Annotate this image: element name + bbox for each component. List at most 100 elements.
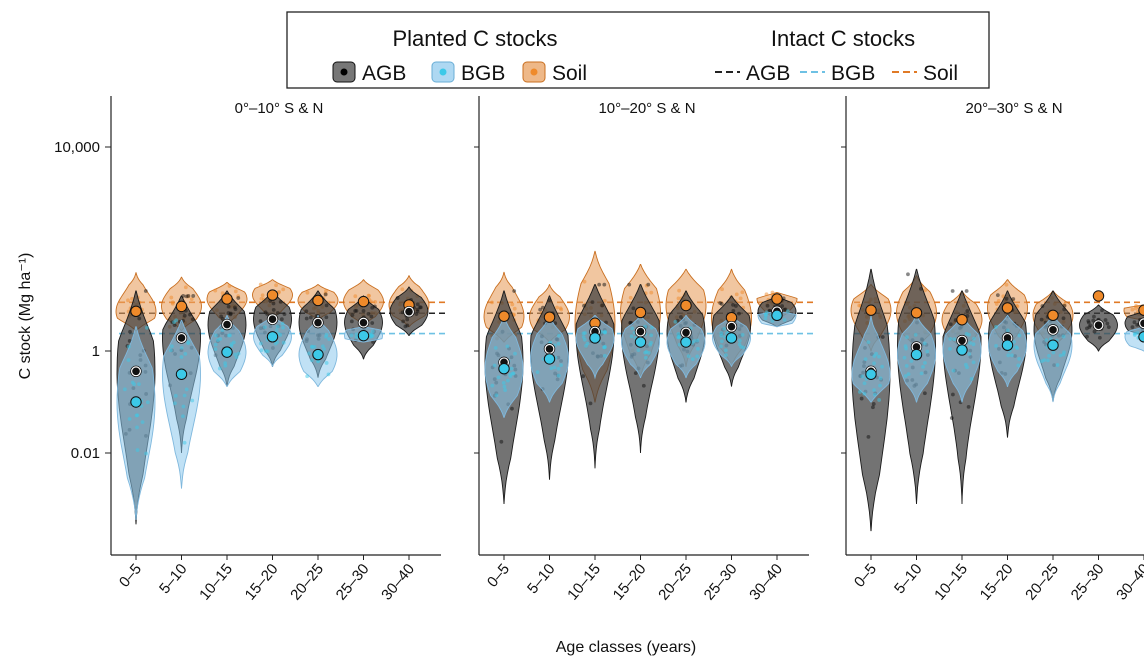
soil-raw-point: [130, 296, 134, 301]
bgb-raw-point: [511, 371, 516, 376]
bgb-raw-point: [585, 341, 590, 346]
bgb-raw-point: [552, 365, 557, 370]
agb-raw-point: [415, 302, 420, 307]
agb-raw-point: [282, 312, 287, 316]
agb-mean-point-ring: [267, 314, 278, 325]
agb-raw-point: [949, 416, 954, 420]
legend-intact-soil-label: Soil: [923, 62, 958, 85]
bgb-raw-point: [233, 352, 238, 357]
bgb-raw-point: [860, 374, 865, 379]
bgb-raw-point: [764, 310, 769, 315]
bgb-raw-point: [905, 335, 909, 340]
agb-raw-point: [1061, 316, 1066, 321]
agb-raw-point: [219, 314, 224, 319]
agb-raw-point: [859, 396, 864, 401]
bgb-raw-point: [921, 364, 925, 369]
age-class-group: 0–5: [483, 271, 525, 591]
soil-mean-point: [357, 295, 370, 308]
agb-raw-point: [866, 434, 871, 439]
bgb-raw-point: [1062, 350, 1066, 355]
bgb-mean-point: [634, 336, 647, 348]
bgb-violin: [162, 319, 201, 489]
bgb-raw-point: [737, 342, 742, 347]
bgb-raw-point: [673, 319, 678, 324]
bgb-raw-point: [174, 318, 179, 323]
soil-raw-point: [400, 287, 405, 292]
agb-raw-point: [582, 303, 586, 308]
soil-mean-point: [498, 310, 510, 322]
bgb-raw-point: [126, 344, 131, 349]
agb-mean-point-ring: [176, 332, 187, 343]
soil-raw-point: [512, 306, 517, 311]
bgb-raw-point: [952, 337, 957, 342]
agb-mean-point-ring: [680, 327, 691, 338]
bgb-raw-point: [719, 339, 724, 344]
bgb-mean-point: [725, 332, 738, 344]
bgb-mean-point: [357, 329, 370, 342]
soil-raw-point: [677, 288, 682, 293]
bgb-raw-point: [140, 420, 145, 425]
agb-raw-point: [304, 309, 309, 314]
bgb-raw-point: [602, 353, 607, 358]
x-tick-label: 20–25: [287, 561, 327, 604]
agb-raw-point: [370, 321, 375, 325]
soil-mean-point: [680, 299, 692, 312]
bgb-raw-point: [173, 401, 177, 406]
agb-raw-point: [547, 298, 552, 303]
bgb-raw-point: [971, 342, 976, 347]
bgb-raw-point: [190, 398, 195, 403]
agb-mean-point-ring: [635, 326, 646, 337]
bgb-raw-point: [581, 331, 586, 336]
bgb-raw-point: [354, 335, 359, 340]
bgb-raw-point: [909, 359, 914, 363]
soil-raw-point: [555, 305, 559, 310]
agb-raw-point: [275, 311, 280, 315]
bgb-raw-point: [236, 351, 241, 356]
bgb-raw-point: [872, 388, 877, 392]
legend-planted-soil: Soil: [522, 61, 587, 85]
agb-raw-point: [1092, 314, 1096, 319]
bgb-raw-point: [327, 337, 331, 341]
age-class-group: 15–20: [242, 279, 293, 604]
bgb-raw-point: [872, 361, 877, 366]
bgb-raw-point: [223, 361, 228, 365]
bgb-mean-point: [498, 362, 510, 375]
bgb-raw-point: [135, 448, 140, 452]
age-class-group: 0–5: [850, 268, 892, 591]
age-class-group: 25–30: [1068, 290, 1118, 604]
agb-raw-point: [871, 402, 876, 406]
agb-raw-point: [646, 282, 651, 287]
agb-raw-point: [919, 286, 923, 291]
bgb-raw-point: [501, 380, 506, 385]
bgb-raw-point: [557, 333, 561, 338]
agb-raw-point: [602, 282, 607, 287]
agb-raw-point: [228, 312, 233, 317]
bgb-raw-point: [722, 326, 727, 331]
agb-raw-point: [1130, 325, 1135, 330]
legend-intact-agb-label: AGB: [746, 62, 790, 85]
bgb-raw-point: [1044, 338, 1049, 343]
bgb-raw-point: [258, 341, 263, 346]
bgb-raw-point: [505, 344, 510, 349]
x-tick-label: 25–30: [701, 561, 741, 604]
bgb-raw-point: [964, 331, 969, 336]
agb-raw-point: [731, 302, 735, 307]
bgb-raw-point: [493, 346, 498, 350]
age-class-group: 20–25: [287, 284, 339, 604]
soil-mean-point: [771, 293, 783, 305]
soil-raw-point: [373, 300, 378, 304]
x-tick-label: 0–5: [484, 561, 513, 591]
bgb-raw-point: [629, 334, 634, 339]
bgb-raw-point: [496, 375, 501, 380]
soil-mean-point: [543, 311, 556, 323]
panels: 0°–10° S & N0–5 5–10 10–15 15–20 20–25 25–30 3…: [110, 96, 1144, 604]
bgb-raw-point: [994, 344, 998, 348]
agb-raw-point: [1097, 335, 1102, 340]
x-tick-label: 0–5: [116, 561, 145, 591]
agb-raw-point: [278, 299, 283, 304]
agb-raw-point: [510, 406, 514, 411]
agb-raw-point: [1011, 297, 1016, 301]
soil-raw-point: [740, 290, 745, 295]
bgb-raw-point: [770, 318, 775, 323]
bgb-raw-point: [213, 342, 218, 347]
